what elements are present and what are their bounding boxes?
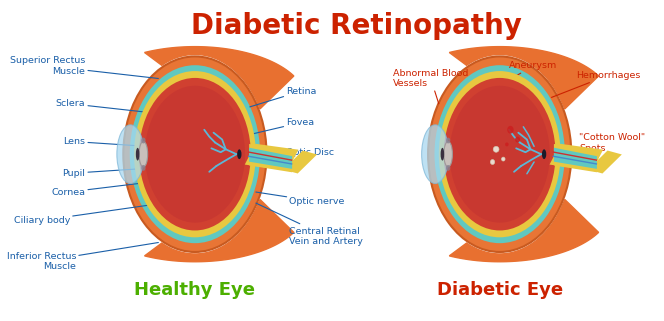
Ellipse shape: [139, 78, 251, 230]
Ellipse shape: [450, 86, 550, 223]
Ellipse shape: [491, 160, 495, 164]
Polygon shape: [450, 47, 599, 109]
Text: Optic nerve: Optic nerve: [256, 192, 345, 206]
Text: Retina: Retina: [250, 87, 317, 107]
Ellipse shape: [444, 142, 452, 167]
Text: Diabetic Retinopathy: Diabetic Retinopathy: [191, 12, 522, 40]
FancyBboxPatch shape: [588, 151, 622, 173]
Ellipse shape: [434, 65, 565, 243]
Text: Healthy Eye: Healthy Eye: [134, 281, 256, 299]
Ellipse shape: [444, 78, 556, 230]
FancyBboxPatch shape: [284, 151, 317, 173]
FancyBboxPatch shape: [245, 144, 298, 170]
Text: Sclera: Sclera: [56, 99, 155, 113]
Text: Ciliary body: Ciliary body: [13, 205, 152, 225]
Text: Pupil: Pupil: [62, 169, 146, 178]
Ellipse shape: [493, 146, 499, 152]
Text: Inferior Rectus
Muscle: Inferior Rectus Muscle: [7, 243, 158, 271]
Text: Diabetic Eye: Diabetic Eye: [437, 281, 563, 299]
Ellipse shape: [515, 137, 520, 143]
Ellipse shape: [422, 125, 449, 184]
Text: Optic Disc: Optic Disc: [244, 148, 335, 157]
Ellipse shape: [141, 165, 145, 171]
Ellipse shape: [129, 65, 260, 243]
Text: Central Retinal
Vein and Artery: Central Retinal Vein and Artery: [256, 203, 363, 246]
FancyBboxPatch shape: [550, 144, 603, 170]
Text: Cornea: Cornea: [51, 183, 146, 196]
Polygon shape: [145, 47, 294, 109]
Text: Abnormal Blood
Vessels: Abnormal Blood Vessels: [393, 69, 468, 104]
Text: Superior Rectus
Muscle: Superior Rectus Muscle: [10, 56, 158, 78]
Ellipse shape: [237, 149, 242, 159]
Ellipse shape: [145, 86, 245, 223]
Ellipse shape: [542, 149, 546, 159]
Polygon shape: [450, 199, 599, 262]
Ellipse shape: [428, 56, 571, 252]
Text: Lens: Lens: [63, 137, 146, 146]
Text: "Cotton Wool"
Spots: "Cotton Wool" Spots: [533, 134, 645, 153]
Ellipse shape: [501, 157, 505, 161]
Ellipse shape: [441, 148, 444, 160]
Ellipse shape: [136, 148, 139, 160]
Ellipse shape: [446, 165, 450, 171]
Text: Fovea: Fovea: [247, 118, 315, 135]
Ellipse shape: [134, 71, 256, 237]
Text: Aneurysm: Aneurysm: [491, 61, 557, 91]
Ellipse shape: [505, 143, 509, 146]
Text: Hemorrhages: Hemorrhages: [552, 71, 640, 97]
Ellipse shape: [141, 138, 145, 143]
Ellipse shape: [124, 56, 266, 252]
Ellipse shape: [139, 142, 147, 167]
Ellipse shape: [439, 71, 560, 237]
Polygon shape: [145, 199, 294, 262]
Ellipse shape: [446, 138, 450, 143]
Ellipse shape: [507, 126, 514, 134]
Ellipse shape: [117, 125, 144, 184]
